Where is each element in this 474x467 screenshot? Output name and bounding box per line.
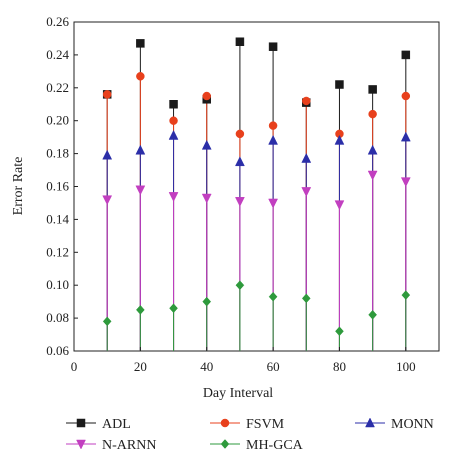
n-arnn-point — [268, 198, 278, 209]
legend-marker — [220, 439, 230, 449]
fsvm-point — [401, 91, 411, 101]
y-tick-label: 0.10 — [46, 277, 69, 292]
mh-gca-point — [136, 304, 145, 315]
series-stems — [106, 41, 407, 351]
y-tick-label: 0.08 — [46, 310, 69, 325]
adl-point — [335, 80, 344, 89]
n-arnn-point — [400, 177, 411, 188]
mh-gca-point — [235, 280, 245, 291]
n-arnn-point — [235, 197, 245, 207]
monn-point — [400, 131, 411, 142]
mh-gca-point — [169, 303, 178, 314]
legend-marker — [365, 417, 375, 428]
x-tick-label: 0 — [71, 359, 78, 374]
x-axis-label: Day Interval — [203, 386, 273, 401]
monn-point — [367, 144, 378, 155]
y-tick-label: 0.20 — [46, 113, 69, 128]
axis-ticks: 0.06 0.08 0.10 0.12 0.14 0.16 0.18 0.20 0.22 0.24… — [46, 14, 415, 374]
mh-gca-point — [268, 291, 278, 302]
legend-label: FSVM — [246, 417, 285, 432]
fsvm-point — [102, 90, 112, 99]
monn-point — [168, 129, 179, 140]
x-tick-label: 60 — [267, 359, 280, 374]
fsvm-point — [302, 96, 311, 106]
y-tick-label: 0.24 — [46, 47, 69, 62]
legend-marker — [76, 418, 86, 428]
mh-gca-point — [368, 309, 377, 320]
plot-axes — [73, 21, 440, 352]
fsvm-point — [268, 121, 278, 130]
adl-point — [268, 42, 278, 51]
monn-point — [102, 149, 113, 160]
legend-label: ADL — [102, 417, 131, 432]
y-tick-label: 0.18 — [46, 146, 69, 161]
legend-item-adl: ADL — [66, 417, 131, 432]
n-arnn-point — [135, 185, 146, 196]
mh-gca-point — [102, 316, 112, 327]
mh-gca-point — [202, 296, 212, 307]
x-tick-label: 100 — [396, 359, 416, 374]
x-tick-label: 20 — [134, 359, 147, 374]
monn-point — [235, 156, 245, 167]
adl-point — [136, 39, 145, 48]
adl-point — [169, 100, 178, 109]
monn-point — [201, 139, 212, 150]
fsvm-point — [202, 91, 211, 101]
n-arnn-point — [334, 200, 345, 211]
n-arnn-point — [168, 192, 179, 202]
legend-label: MH-GCA — [246, 438, 304, 453]
y-tick-label: 0.14 — [46, 211, 69, 226]
legend-marker — [220, 418, 230, 428]
plot-frame — [73, 21, 440, 352]
x-tick-label: 80 — [333, 359, 346, 374]
legend-label: N-ARNN — [102, 438, 156, 453]
y-tick-label: 0.12 — [46, 244, 69, 259]
n-arnn-point — [201, 193, 212, 204]
x-tick-label: 40 — [200, 359, 213, 374]
monn-point — [268, 134, 278, 145]
y-axis-label: Error Rate — [11, 157, 26, 216]
mh-gca-point — [301, 293, 311, 304]
n-arnn-point — [102, 195, 113, 206]
mh-gca-point — [401, 290, 411, 300]
legend-label: MONN — [391, 417, 434, 432]
fsvm-point — [368, 109, 377, 119]
legend-item-mh-gca: MH-GCA — [210, 438, 304, 453]
fsvm-point — [136, 72, 145, 81]
adl-point — [401, 50, 411, 60]
mh-gca-point — [335, 326, 344, 337]
monn-point — [135, 144, 146, 155]
y-tick-label: 0.06 — [46, 343, 69, 358]
fsvm-point — [169, 116, 178, 125]
y-tick-label: 0.22 — [46, 80, 69, 95]
adl-point — [235, 37, 245, 46]
fsvm-point — [235, 129, 245, 139]
legend-marker — [76, 439, 86, 450]
series-markers — [102, 37, 411, 337]
monn-point — [334, 134, 345, 145]
legend: ADL FSVM MONN N-ARNN MH-GCA — [66, 417, 434, 453]
adl-point — [368, 85, 377, 94]
n-arnn-point — [367, 170, 378, 181]
y-tick-label: 0.16 — [46, 179, 69, 194]
y-tick-label: 0.26 — [46, 14, 69, 29]
n-arnn-point — [301, 187, 312, 197]
legend-item-fsvm: FSVM — [210, 417, 285, 432]
legend-item-monn: MONN — [355, 417, 434, 432]
monn-point — [301, 152, 312, 163]
legend-item-n-arnn: N-ARNN — [66, 438, 156, 453]
